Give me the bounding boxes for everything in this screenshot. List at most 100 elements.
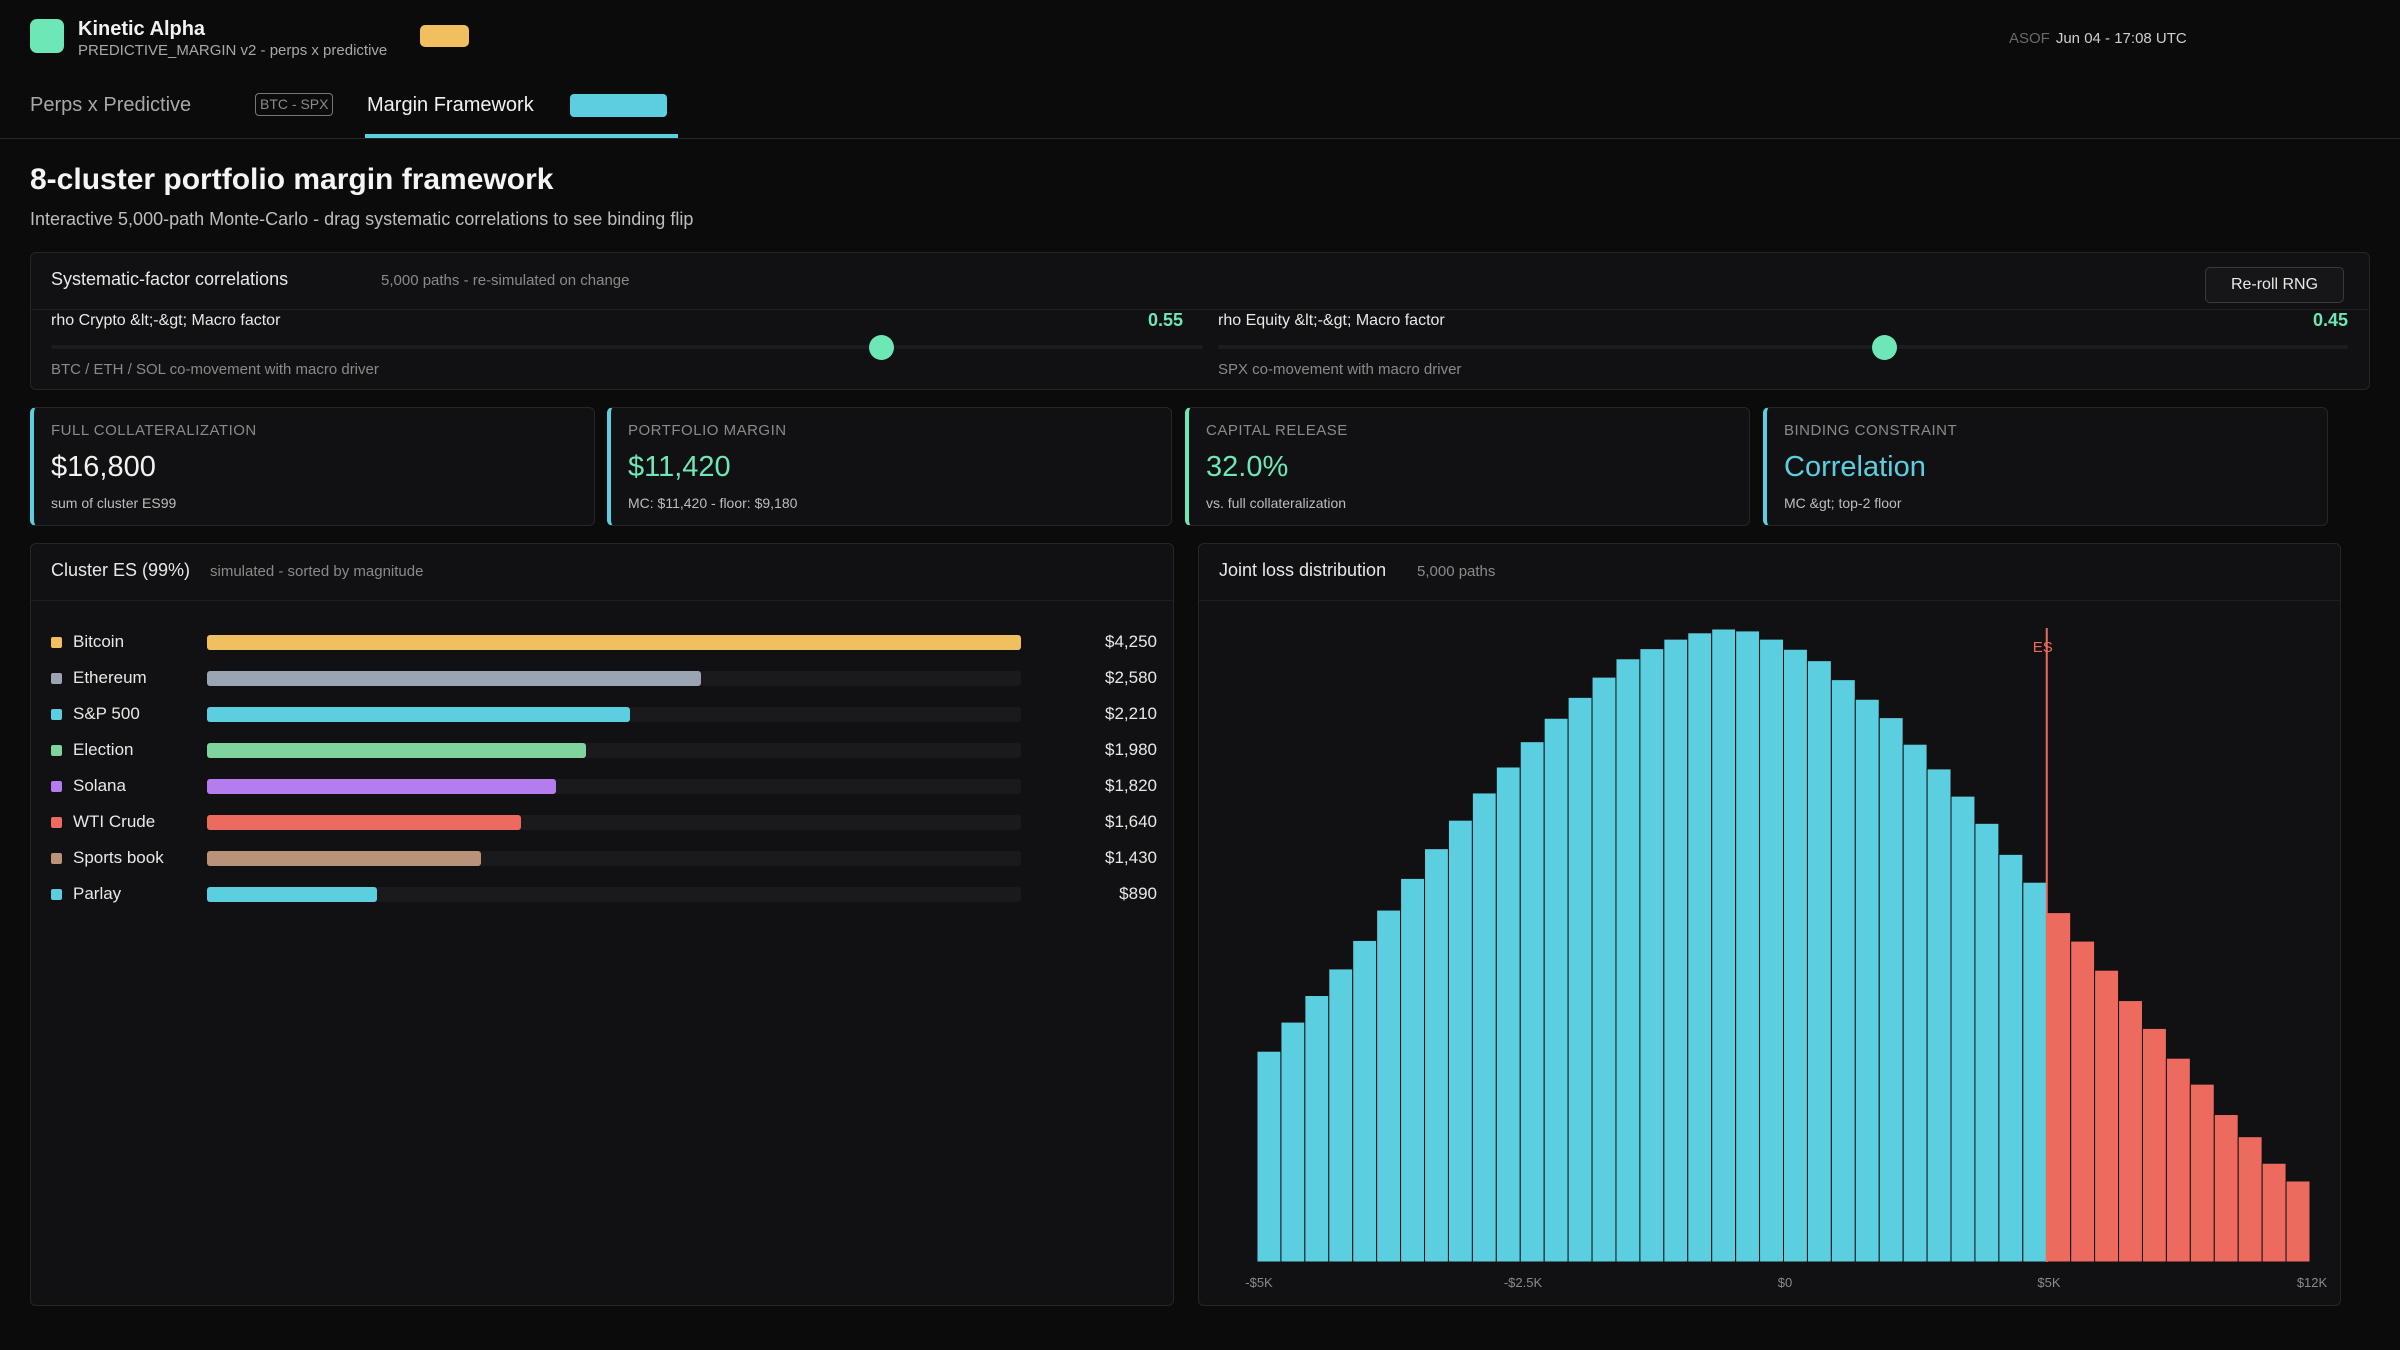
cluster-row: Bitcoin $4,250 (51, 630, 1157, 654)
x-tick-label: $0 (1778, 1275, 1792, 1290)
cluster-row: Parlay $890 (51, 882, 1157, 906)
divider (31, 309, 2369, 310)
cluster-es-amount: $1,820 (1105, 776, 1157, 795)
slider-crypto-desc: BTC / ETH / SOL co-movement with macro d… (51, 361, 379, 378)
slider-equity-desc: SPX co-movement with macro driver (1218, 361, 1462, 378)
divider (1199, 600, 2340, 601)
slider-crypto-track[interactable] (51, 345, 1203, 349)
histogram-bar (1998, 853, 2024, 1263)
slider-equity-track[interactable] (1218, 345, 2348, 349)
cluster-es-amount: $2,210 (1105, 704, 1157, 723)
cluster-es-title: Cluster ES (99%) (51, 560, 191, 580)
slider-equity-label: rho Equity &lt;-&gt; Macro factor (1218, 312, 1445, 329)
cluster-row: WTI Crude $1,640 (51, 810, 1157, 834)
es-bar (207, 635, 1021, 650)
histogram-bar (1639, 648, 1665, 1263)
es-bar-track (207, 671, 1021, 686)
tab-margin-framework[interactable]: Margin Framework (367, 94, 534, 116)
kpi-capital-release: CAPITAL RELEASE 32.0% vs. full collatera… (1185, 407, 1750, 526)
correlations-title: Systematic-factor correlations (51, 269, 289, 289)
kpi-detail: MC &gt; top-2 floor (1784, 495, 1902, 511)
divider (31, 600, 1173, 601)
histogram-bar (1591, 676, 1617, 1263)
legend-swatch (51, 637, 62, 648)
asof-key: ASOF (2009, 30, 2050, 47)
histogram-bar (1759, 638, 1785, 1263)
histogram-bar (2070, 940, 2096, 1263)
legend-swatch (51, 745, 62, 756)
kpi-binding-constraint: BINDING CONSTRAINT Correlation MC &gt; t… (1763, 407, 2328, 526)
es-bar (207, 707, 631, 722)
legend-swatch (51, 781, 62, 792)
histogram-bar (1878, 717, 1904, 1263)
kpi-detail: vs. full collateralization (1206, 495, 1347, 511)
es-bar (207, 887, 378, 902)
cluster-name: S&P 500 (73, 704, 140, 723)
tab-perps-predictive[interactable]: Perps x Predictive (30, 94, 192, 116)
cluster-row: Election $1,980 (51, 738, 1157, 762)
x-tick-label: -$5K (1245, 1275, 1273, 1290)
cluster-name: Bitcoin (73, 632, 125, 651)
histogram-bar (2165, 1057, 2191, 1263)
es-bar-track (207, 707, 1021, 722)
tab-bar: Perps x Predictive BTC - SPX Margin Fram… (0, 80, 2400, 139)
histogram-bar (2141, 1027, 2167, 1263)
histogram-bar (1735, 630, 1761, 1263)
histogram-bar (1400, 877, 1426, 1263)
cluster-row: Sports book $1,430 (51, 846, 1157, 870)
reroll-rng-button[interactable]: Re-roll RNG (2205, 267, 2344, 303)
joint-loss-chart: ES -$5K -$2.5K $0 $5K $12K (1245, 628, 2328, 1290)
histogram-bar (1830, 679, 1856, 1263)
cluster-es-amount: $2,580 (1105, 668, 1157, 687)
kpi-label: PORTFOLIO MARGIN (628, 422, 787, 439)
slider-crypto-label: rho Crypto &lt;-&gt; Macro factor (51, 312, 281, 329)
page-subtitle: Interactive 5,000-path Monte-Carlo - dra… (30, 209, 694, 229)
kpi-full-collateralization: FULL COLLATERALIZATION $16,800 sum of cl… (30, 407, 595, 526)
histogram-bar (2261, 1162, 2287, 1263)
slider-equity-thumb[interactable] (1872, 335, 1898, 360)
cluster-es-amount: $1,640 (1105, 812, 1157, 831)
histogram-bar (1687, 632, 1713, 1263)
cluster-name: Election (73, 740, 134, 759)
cluster-es-amount: $1,430 (1105, 848, 1157, 867)
cluster-row: S&P 500 $2,210 (51, 702, 1157, 726)
histogram-bar (2237, 1136, 2263, 1263)
es-bar-track (207, 635, 1021, 650)
brand-name: Kinetic Alpha (78, 18, 206, 40)
active-tab-underline (365, 134, 678, 138)
kpi-value: $11,420 (628, 451, 731, 483)
histogram-bar (1783, 648, 1808, 1263)
kpi-label: CAPITAL RELEASE (1206, 422, 1348, 439)
histogram-bar (1926, 768, 1952, 1263)
cluster-es-amount: $890 (1119, 884, 1157, 903)
histogram-bar (2285, 1180, 2311, 1263)
histogram-bar (1471, 792, 1497, 1263)
correlations-panel: Systematic-factor correlations 5,000 pat… (30, 252, 2370, 390)
correlations-note: 5,000 paths - re-simulated on change (381, 272, 630, 289)
slider-crypto-value: 0.55 (1147, 310, 1183, 330)
legend-swatch (51, 889, 62, 900)
kpi-detail: MC: $11,420 - floor: $9,180 (628, 495, 798, 511)
histogram-bar (1280, 1021, 1306, 1263)
cluster-row: Ethereum $2,580 (51, 666, 1157, 690)
histogram-bar (2213, 1114, 2239, 1263)
cluster-name: Solana (73, 776, 126, 795)
kpi-label: FULL COLLATERALIZATION (51, 422, 257, 439)
histogram-bar (1495, 766, 1521, 1263)
es-bar-track (207, 851, 1021, 866)
es-bar-track (207, 815, 1021, 830)
x-tick-label: $5K (2037, 1275, 2060, 1290)
histogram-bar (1854, 698, 1880, 1263)
histogram-bar (1519, 741, 1545, 1263)
cluster-name: Sports book (73, 848, 164, 867)
status-badge (420, 25, 469, 47)
histogram-bar (1567, 696, 1593, 1263)
histogram-bar (2046, 912, 2072, 1263)
slider-crypto-thumb[interactable] (869, 335, 895, 360)
kpi-portfolio-margin: PORTFOLIO MARGIN $11,420 MC: $11,420 - f… (607, 407, 1172, 526)
legend-swatch (51, 709, 62, 720)
top-bar: Kinetic Alpha PREDICTIVE_MARGIN v2 - per… (0, 0, 2400, 78)
legend-swatch (51, 817, 62, 828)
es-bar (207, 779, 556, 794)
asof-value: Jun 04 - 17:08 UTC (2055, 30, 2187, 47)
